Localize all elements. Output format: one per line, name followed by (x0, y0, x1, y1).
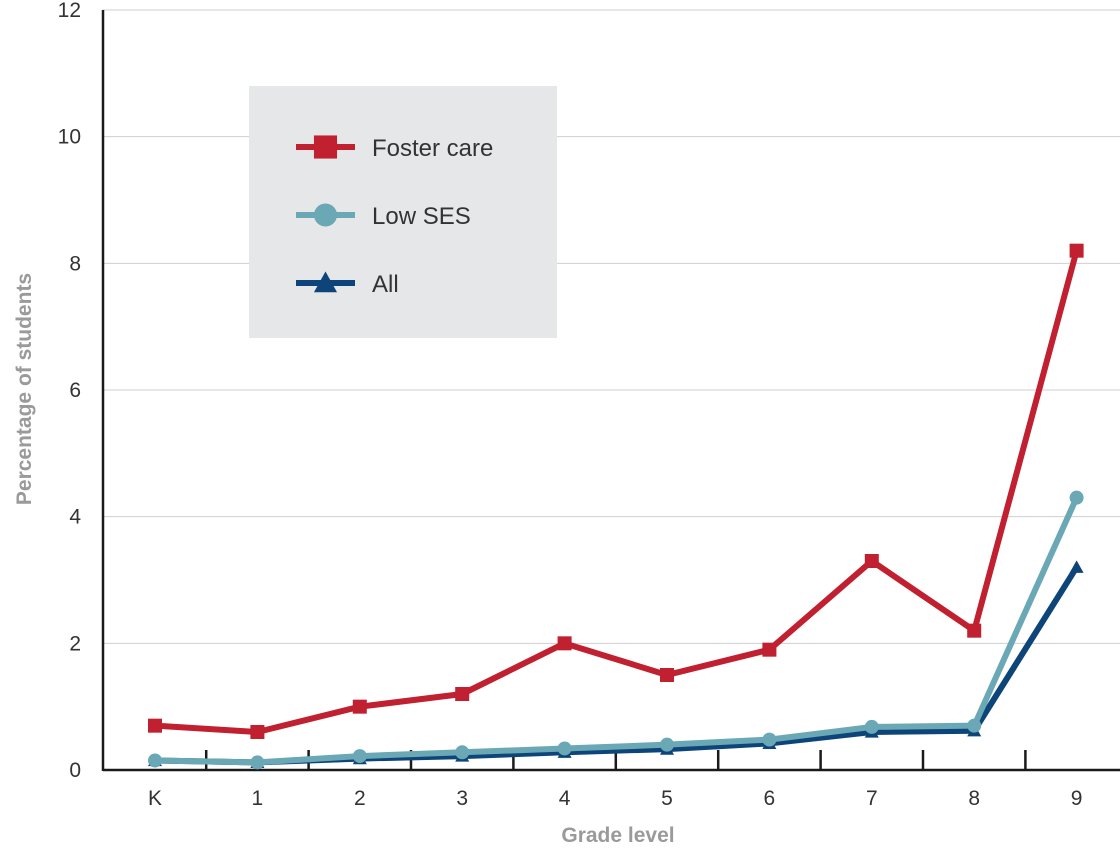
data-point-circle (864, 719, 879, 734)
data-point-square (557, 636, 572, 651)
data-point-triangle (1069, 560, 1084, 573)
data-point-square (455, 687, 470, 701)
data-point-square (660, 668, 674, 682)
data-point-circle (455, 745, 470, 760)
x-tick-label: 1 (252, 787, 264, 810)
data-point-circle (352, 749, 367, 764)
data-point-square (864, 554, 879, 568)
legend-item: Low SES (296, 203, 471, 230)
x-tick-label: 7 (866, 787, 878, 810)
x-tick-label: 9 (1071, 787, 1083, 810)
x-tick-label: 5 (661, 787, 673, 810)
legend: Foster care Low SES All (249, 86, 557, 338)
y-tick-label: 6 (69, 379, 81, 402)
data-point-square (762, 642, 777, 657)
series-group (148, 243, 1084, 770)
y-axis-title: Percentage of students (13, 273, 36, 505)
y-tick-label: 0 (69, 759, 81, 782)
x-tick-label: 6 (764, 787, 776, 810)
data-point-square (313, 135, 338, 159)
legend-label: All (372, 271, 399, 298)
legend-item: Foster care (296, 135, 493, 162)
y-tick-label: 2 (69, 632, 81, 655)
data-point-triangle (313, 271, 338, 293)
series-line (154, 565, 1080, 766)
data-point-circle (148, 753, 162, 768)
data-point-square (148, 718, 162, 733)
data-point-square (1069, 243, 1084, 258)
series-line (154, 249, 1080, 735)
data-point-circle (250, 755, 265, 770)
data-point-square (250, 725, 265, 739)
y-tick-label: 10 (58, 126, 81, 149)
x-tick-label: K (148, 787, 162, 810)
y-tick-label: 4 (69, 506, 81, 529)
y-tick-label: 8 (69, 252, 81, 275)
series-all (148, 560, 1084, 768)
data-point-circle (762, 732, 777, 747)
series-foster-care (148, 243, 1084, 739)
legend-item: All (296, 271, 399, 298)
x-tick-label: 3 (456, 787, 468, 810)
legend-label: Foster care (372, 135, 493, 162)
data-point-circle (967, 718, 982, 733)
data-point-square (967, 623, 982, 638)
x-tick-label: 8 (968, 787, 980, 810)
x-axis-title: Grade level (561, 824, 674, 847)
data-point-circle (660, 737, 674, 752)
legend-label: Low SES (372, 203, 471, 230)
data-point-circle (313, 203, 338, 227)
x-tick-label: 2 (354, 787, 366, 810)
series-low-ses (148, 490, 1084, 770)
data-point-circle (557, 741, 572, 756)
data-point-circle (1069, 490, 1084, 505)
x-tick-label: 4 (559, 787, 571, 810)
y-tick-label: 12 (58, 0, 81, 22)
series-line (154, 496, 1080, 766)
data-point-square (352, 699, 367, 714)
